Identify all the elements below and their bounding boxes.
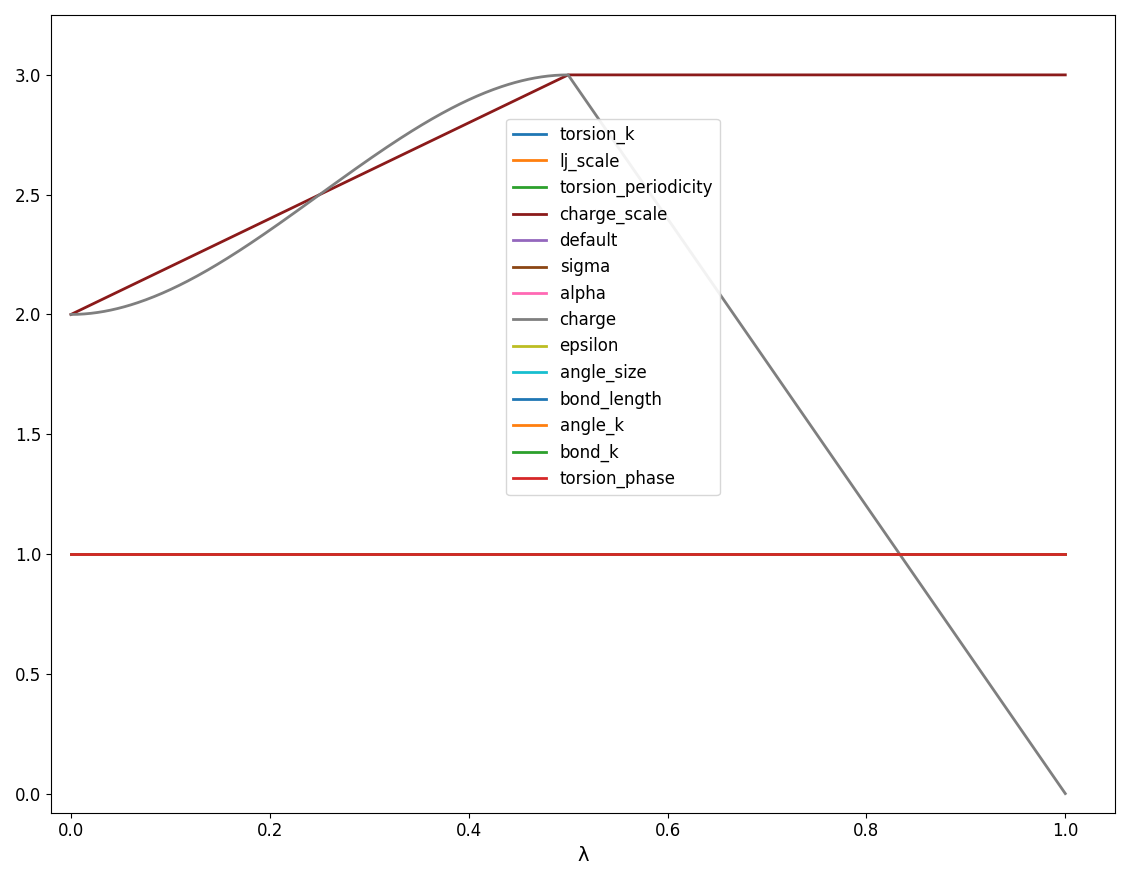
charge bbox=[320, 184, 333, 194]
charge bbox=[651, 200, 664, 210]
charge_scale bbox=[789, 70, 802, 80]
Line: charge: charge bbox=[71, 75, 1066, 794]
charge bbox=[1059, 788, 1072, 799]
X-axis label: λ: λ bbox=[577, 846, 589, 865]
charge bbox=[241, 240, 254, 251]
charge_scale bbox=[184, 252, 198, 262]
charge_scale bbox=[1059, 70, 1072, 80]
Line: charge_scale: charge_scale bbox=[71, 75, 1066, 314]
charge bbox=[729, 312, 742, 323]
Legend: torsion_k, lj_scale, torsion_periodicity, charge_scale, default, sigma, alpha, c: torsion_k, lj_scale, torsion_periodicity… bbox=[506, 119, 720, 495]
charge bbox=[814, 435, 827, 445]
charge_scale bbox=[784, 70, 798, 80]
charge_scale bbox=[459, 119, 472, 129]
charge bbox=[515, 76, 529, 86]
charge_scale bbox=[389, 152, 402, 163]
charge_scale bbox=[692, 70, 705, 80]
charge_scale bbox=[64, 309, 78, 319]
charge bbox=[562, 70, 575, 80]
charge bbox=[64, 309, 78, 319]
charge_scale bbox=[562, 70, 575, 80]
